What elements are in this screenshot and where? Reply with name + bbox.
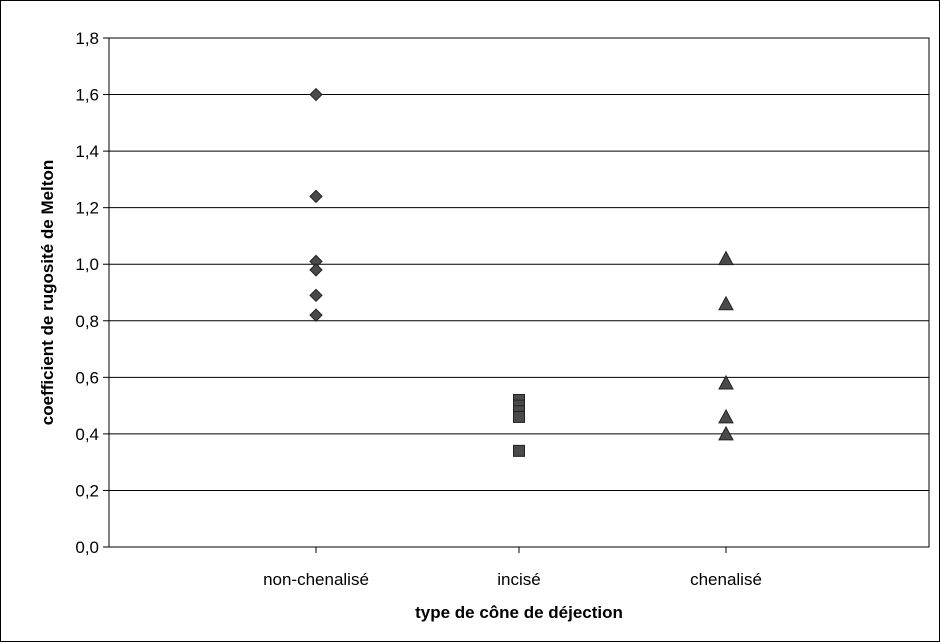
y-tick-label: 0,4 [75,425,99,444]
gridlines [103,37,929,548]
diamond-point [309,288,323,303]
y-tick-label: 1,8 [75,29,99,48]
y-tick-label: 0,6 [75,368,99,387]
diamond-point [309,87,323,102]
data-points [309,87,734,457]
square-point [513,410,525,423]
y-tick-label: 1,6 [75,86,99,105]
x-axis-title: type de cône de déjection [415,603,623,622]
y-tick-label: 1,2 [75,199,99,218]
diamond-point [309,308,323,322]
x-tick-label: chenalisé [690,570,762,589]
y-axis-title: coefficient de rugosité de Melton [38,160,57,425]
y-tick-label: 1,4 [75,142,99,161]
diamond-point [309,189,323,204]
triangle-point [718,374,734,390]
y-tick-label: 0,2 [75,481,99,500]
plot-area [108,37,930,548]
triangle-point [718,408,734,424]
x-tick-labels: non-chenalisé incisé chenalisé [263,547,762,589]
y-tick-labels: 0,0 0,2 0,4 0,6 0,8 1,0 1,2 1,4 1,6 1,8 [75,29,99,557]
x-tick-label: incisé [497,570,540,589]
square-point [513,444,525,457]
y-tick-label: 0,8 [75,312,99,331]
y-tick-label: 0,0 [75,538,99,557]
triangle-point [718,295,734,311]
triangle-point [718,250,734,266]
diamond-point [309,263,323,277]
x-tick-label: non-chenalisé [263,570,369,589]
y-tick-label: 1,0 [75,255,99,274]
triangle-point [718,425,734,441]
